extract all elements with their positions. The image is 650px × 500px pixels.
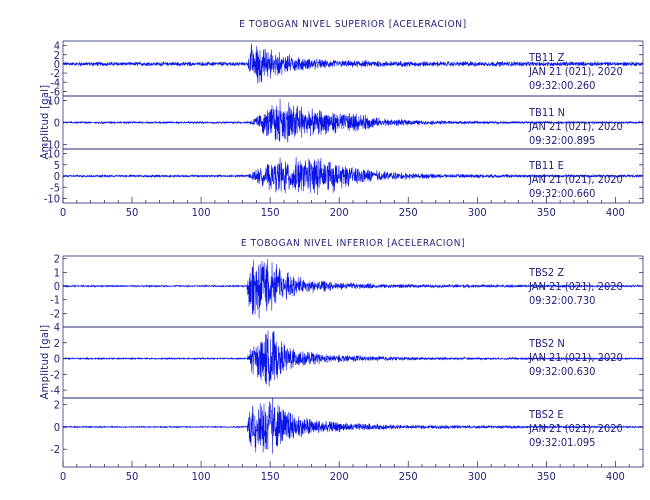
x-tick-label: 0 [60, 470, 66, 483]
y-tick-label: -4 [50, 76, 60, 89]
trace-station-label: TB11 N [528, 106, 565, 119]
y-tick-label: -5 [50, 181, 60, 194]
x-tick-label: 200 [330, 206, 349, 219]
chart-title: E TOBOGAN NIVEL INFERIOR [ACELERACION] [241, 238, 465, 249]
x-tick-label: 200 [330, 470, 349, 483]
y-tick-label: 0 [54, 353, 60, 366]
x-tick-label: 300 [468, 206, 487, 219]
y-axis-label: Amplitud [gal] [38, 85, 51, 160]
trace-station-label: TB11 E [528, 159, 564, 172]
waveform-line [63, 330, 643, 387]
trace-station-label: TBS2 N [528, 337, 565, 350]
y-tick-label: 0 [54, 117, 60, 130]
y-tick-label: -2 [50, 307, 60, 320]
x-tick-label: 50 [126, 470, 139, 483]
y-tick-label: 0 [54, 58, 60, 71]
waveform-line [63, 98, 643, 143]
trace-date-label: JAN 21 (021), 2020 [528, 280, 623, 293]
x-tick-label: 250 [399, 206, 418, 219]
trace-date-label: JAN 21 (021), 2020 [528, 422, 623, 435]
chart-panel-1: E TOBOGAN NIVEL SUPERIOR [ACELERACION] Am… [38, 19, 644, 219]
trace-time-label: 09:32:00.630 [529, 365, 595, 378]
y-tick-label: 0 [54, 280, 60, 293]
trace-date-label: JAN 21 (021), 2020 [528, 351, 623, 364]
y-tick-label: 2 [54, 49, 60, 62]
y-tick-label: 10 [47, 94, 60, 107]
x-tick-label: 400 [606, 470, 625, 483]
y-tick-label: 10 [47, 148, 60, 161]
chart-title: E TOBOGAN NIVEL SUPERIOR [ACELERACION] [239, 19, 467, 30]
x-tick-label: 250 [399, 470, 418, 483]
trace-date-label: JAN 21 (021), 2020 [528, 120, 623, 133]
y-tick-label: -2 [50, 368, 60, 381]
x-tick-label: 100 [192, 206, 211, 219]
x-tick-label: 350 [537, 206, 556, 219]
x-tick-label: 400 [606, 206, 625, 219]
y-tick-label: 0 [54, 170, 60, 183]
trace-date-label: JAN 21 (021), 2020 [528, 65, 623, 78]
y-tick-label: -10 [44, 139, 60, 152]
trace-time-label: 09:32:00.895 [529, 134, 595, 147]
y-tick-label: -4 [50, 384, 60, 397]
x-tick-label: 350 [537, 470, 556, 483]
x-tick-label: 50 [126, 206, 139, 219]
y-tick-label: -2 [50, 67, 60, 80]
chart-panel-2: E TOBOGAN NIVEL INFERIOR [ACELERACION] Am… [38, 238, 644, 483]
y-tick-label: 0 [54, 421, 60, 434]
y-tick-label: -6 [50, 85, 60, 98]
trace-station-label: TB11 Z [528, 51, 565, 64]
waveform-line [63, 43, 643, 84]
y-tick-label: 1 [54, 266, 60, 279]
trace-time-label: 09:32:00.660 [529, 187, 595, 200]
y-tick-label: -2 [50, 443, 60, 456]
trace-station-label: TBS2 Z [528, 266, 564, 279]
waveform-line [63, 398, 643, 454]
x-tick-label: 150 [261, 206, 280, 219]
trace-date-label: JAN 21 (021), 2020 [528, 173, 623, 186]
y-tick-label: 5 [54, 159, 60, 172]
y-tick-label: 2 [54, 337, 60, 350]
x-tick-label: 150 [261, 470, 280, 483]
trace-time-label: 09:32:00.730 [529, 294, 595, 307]
waveform-line [63, 258, 643, 319]
waveform-line [63, 156, 643, 196]
y-tick-label: 2 [54, 253, 60, 266]
y-tick-label: 2 [54, 399, 60, 412]
x-tick-label: 300 [468, 470, 487, 483]
y-tick-label: -10 [44, 193, 60, 206]
trace-station-label: TBS2 E [528, 408, 564, 421]
y-tick-label: 4 [54, 321, 60, 334]
trace-time-label: 09:32:01.095 [529, 436, 595, 449]
trace-time-label: 09:32:00.260 [529, 79, 595, 92]
y-tick-label: 4 [54, 40, 60, 53]
x-tick-label: 0 [60, 206, 66, 219]
y-tick-label: -1 [50, 294, 60, 307]
y-axis-label: Amplitud [gal] [38, 325, 51, 400]
x-tick-label: 100 [192, 470, 211, 483]
